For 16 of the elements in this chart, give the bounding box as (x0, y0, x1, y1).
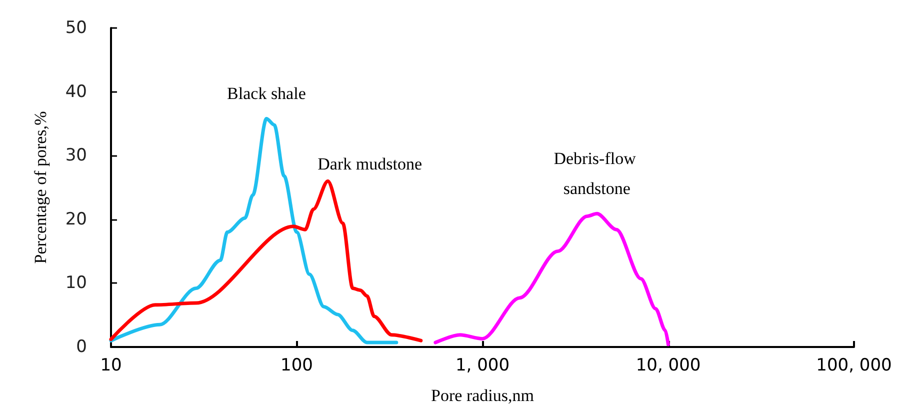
x-tick-label: 1, 000 (455, 356, 510, 376)
y-tick-label: 30 (65, 146, 87, 166)
y-axis-title: Percentage of pores,% (31, 111, 50, 264)
x-axis-title: Pore radius,nm (431, 386, 534, 405)
y-tick-label: 0 (76, 337, 87, 357)
x-tick-label: 10 (100, 356, 122, 376)
y-tick-label: 10 (65, 273, 87, 294)
x-tick-label: 100 (280, 356, 313, 376)
x-tick-label: 100, 000 (816, 356, 892, 376)
y-tick-label: 40 (65, 82, 87, 102)
y-tick-label: 50 (65, 18, 87, 38)
series-label: Black shale (227, 84, 306, 104)
y-tick-label: 20 (65, 209, 87, 230)
x-tick-label: 10, 000 (636, 356, 701, 376)
series-label: Dark mudstone (318, 154, 422, 174)
text: Debris-flow sandstone (554, 149, 640, 198)
